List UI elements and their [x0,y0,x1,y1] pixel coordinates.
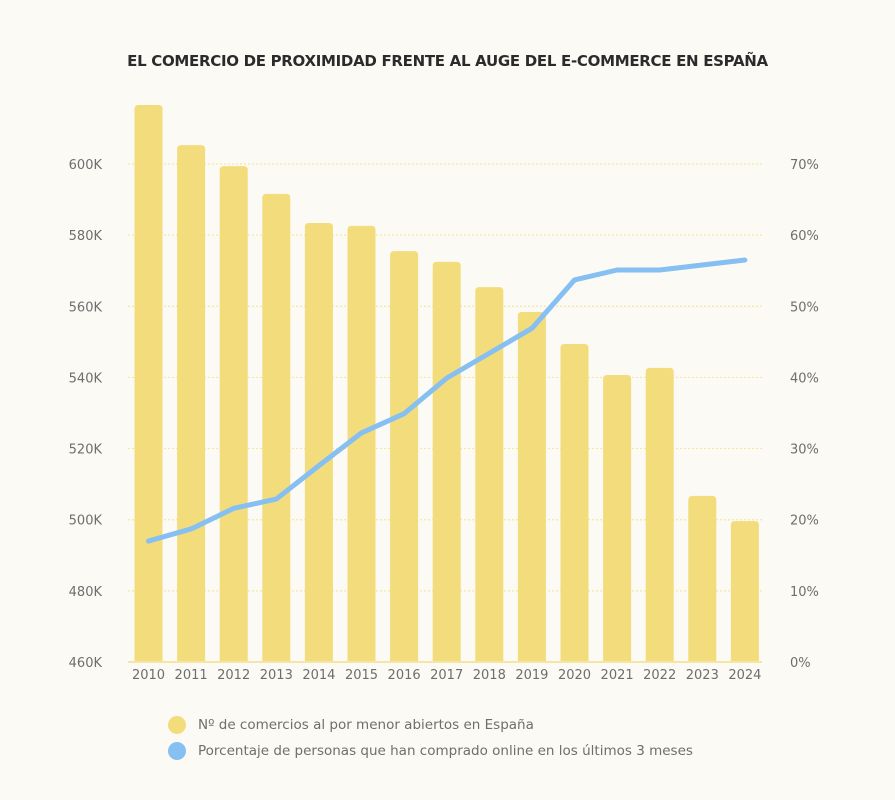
right-tick-label: 40% [790,371,819,386]
right-tick-label: 60% [790,229,819,244]
bar-2019 [517,311,546,662]
left-tick-label: 600K [69,158,103,173]
legend-swatch-bar [168,716,186,734]
x-tick-label: 2014 [302,668,335,683]
bar-2020 [560,343,589,662]
bar-2024 [730,521,759,662]
x-tick-label: 2023 [686,668,719,683]
left-tick-label: 500K [69,514,103,529]
bar-2017 [432,261,461,662]
x-tick-label: 2020 [558,668,591,683]
right-tick-label: 70% [790,158,819,173]
bar-2011 [177,145,206,662]
x-tick-label: 2010 [132,668,165,683]
bars [134,104,759,663]
legend-item-online: Porcentaje de personas que han comprado … [168,738,693,764]
legend: Nº de comercios al por menor abiertos en… [168,712,693,764]
x-tick-label: 2012 [217,668,250,683]
axes: 460K 480K 500K 520K 540K 560K 580K 600K 0% 10% 20%… [69,158,819,683]
x-tick-label: 2019 [515,668,548,683]
x-tick-label: 2018 [473,668,506,683]
right-tick-label: 20% [790,514,819,529]
chart-title: EL COMERCIO DE PROXIMIDAD FRENTE AL AUGE… [127,52,768,70]
left-tick-label: 540K [69,371,103,386]
x-tick-label: 2022 [643,668,676,683]
x-tick-label: 2013 [260,668,293,683]
left-tick-label: 460K [69,656,103,671]
legend-swatch-line [168,742,186,760]
right-tick-label: 0% [790,656,811,671]
left-tick-label: 520K [69,443,103,458]
legend-item-stores: Nº de comercios al por menor abiertos en… [168,712,693,738]
x-tick-label: 2021 [601,668,634,683]
left-tick-label: 480K [69,585,103,600]
x-tick-label: 2011 [175,668,208,683]
left-tick-label: 560K [69,300,103,315]
bar-2013 [262,193,291,662]
line-series [146,257,748,544]
x-tick-label: 2015 [345,668,378,683]
right-tick-label: 10% [790,585,819,600]
left-tick-label: 580K [69,229,103,244]
bar-2021 [603,374,632,662]
legend-label-online: Porcentaje de personas que han comprado … [198,743,693,759]
bar-2012 [219,166,248,663]
bar-2010 [134,104,163,663]
bar-2015 [347,225,376,662]
right-tick-label: 50% [790,300,819,315]
bar-2018 [475,287,504,662]
right-tick-label: 30% [790,443,819,458]
bar-2014 [304,223,333,662]
bar-2023 [688,495,717,662]
x-tick-label: 2017 [430,668,463,683]
x-tick-label: 2024 [728,668,761,683]
bar-2016 [390,251,419,662]
x-tick-label: 2016 [388,668,421,683]
legend-label-stores: Nº de comercios al por menor abiertos en… [198,717,534,733]
bar-2022 [645,367,674,662]
